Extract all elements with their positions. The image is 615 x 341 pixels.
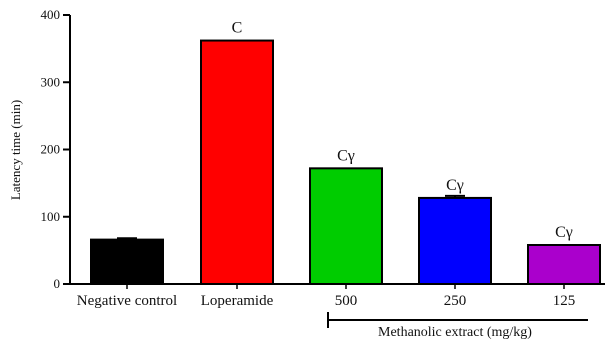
bar — [200, 39, 274, 286]
y-tick-label: 0 — [54, 276, 61, 291]
x-tick-label: 125 — [553, 293, 576, 309]
bar-annotation: Cγ — [555, 224, 573, 241]
bar — [527, 243, 601, 285]
bar-annotation: Cγ — [446, 177, 464, 194]
group-bracket: Methanolic extract (mg/kg) — [327, 312, 588, 340]
bar-annotation: C — [232, 20, 243, 37]
x-axis-labels: Negative control Loperamide 500 250 125 — [77, 284, 575, 309]
y-tick-label: 400 — [41, 7, 61, 22]
bar — [418, 196, 492, 285]
x-tick-label: 250 — [444, 293, 467, 309]
x-tick-label: Loperamide — [201, 293, 274, 309]
x-tick-label: 500 — [335, 293, 358, 309]
bar — [90, 238, 164, 286]
bars: C Cγ Cγ Cγ — [90, 20, 601, 286]
x-tick-label: Negative control — [77, 293, 177, 309]
y-tick-label: 100 — [41, 209, 61, 224]
y-tick-label: 200 — [41, 142, 61, 157]
y-axis-label: Latency time (min) — [8, 100, 23, 200]
group-label: Methanolic extract (mg/kg) — [378, 325, 532, 340]
y-tick-label: 300 — [41, 74, 61, 89]
bar-annotation: Cγ — [337, 147, 355, 164]
bar — [309, 167, 383, 285]
